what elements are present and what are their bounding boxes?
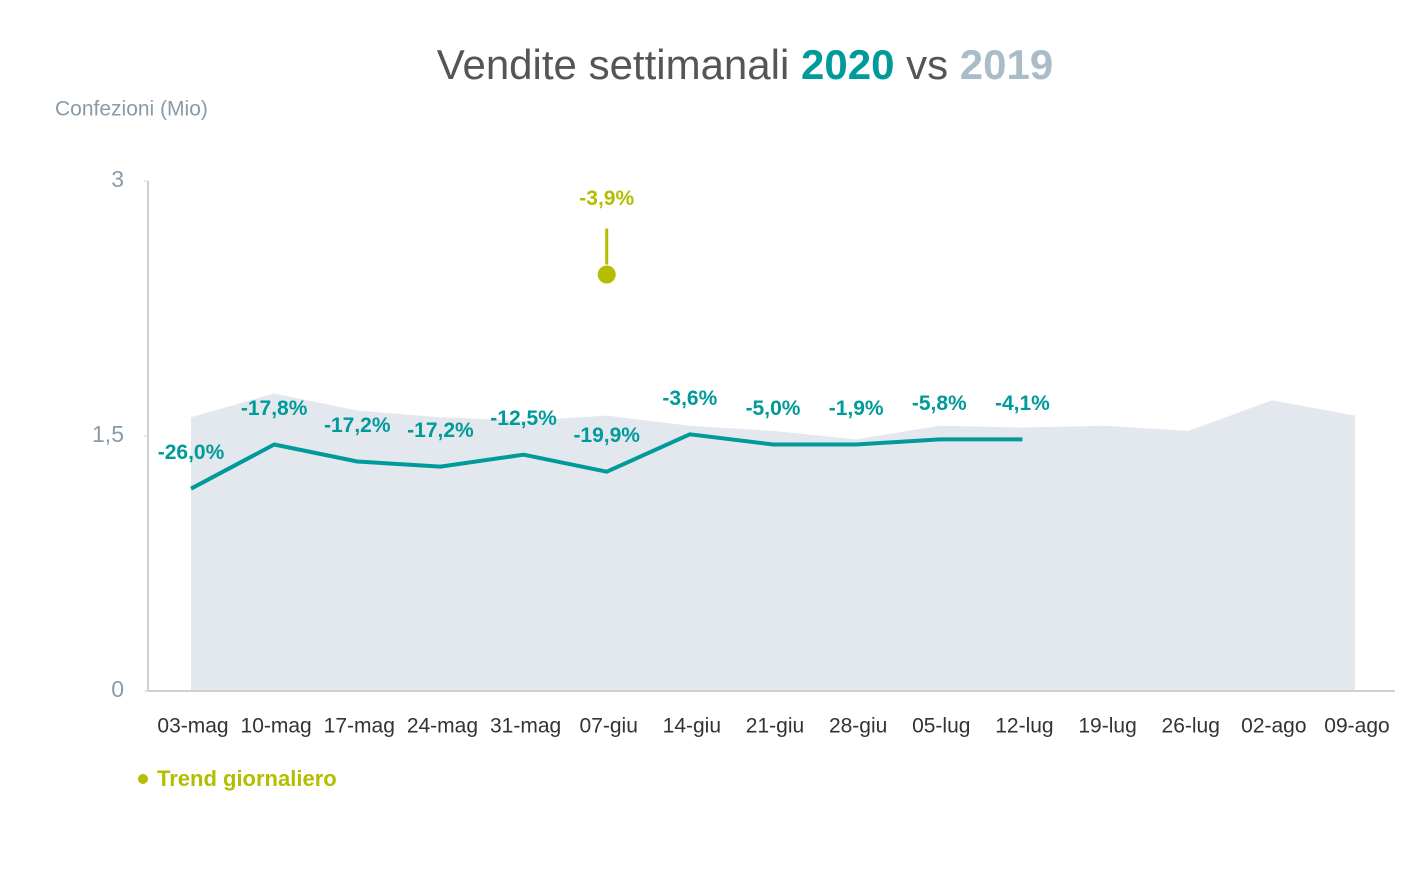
title-series: 2019 — [960, 41, 1053, 88]
x-tick-label: 10-mag — [241, 715, 312, 738]
chart-title: Vendite settimanali 2020 vs 2019 — [437, 41, 1053, 88]
data-label: -19,9% — [573, 424, 640, 447]
line — [190, 432, 1023, 491]
legend-label: Trend giornaliero — [157, 766, 337, 791]
title-text: Vendite settimanali — [437, 41, 790, 88]
x-tick-label: 17-mag — [324, 715, 395, 738]
area — [191, 393, 1355, 691]
y-axis-label: Confezioni (Mio) — [55, 98, 208, 121]
data-label: -12,5% — [490, 407, 557, 430]
legend-marker — [138, 774, 148, 784]
x-tick-label: 12-lug — [995, 715, 1053, 738]
data-label: -1,9% — [829, 397, 884, 420]
x-tick-label: 05-lug — [912, 715, 970, 738]
title-series: 2020 — [801, 41, 894, 88]
x-tick-label: 26-lug — [1162, 715, 1220, 738]
data-label: -3,9% — [579, 187, 634, 210]
x-tick-label: 03-mag — [157, 715, 228, 738]
data-label: -4,1% — [995, 392, 1050, 415]
x-tick-label: 21-giu — [746, 715, 804, 738]
data-label: -17,8% — [241, 397, 308, 420]
data-label: -26,0% — [158, 441, 225, 464]
y-tick-label: 0 — [111, 676, 124, 702]
x-tick-label: 14-giu — [663, 715, 721, 738]
title-text: vs — [906, 41, 948, 88]
data-label: -17,2% — [324, 414, 391, 437]
data-label: -3,6% — [662, 387, 717, 410]
y-tick-label: 3 — [111, 166, 124, 192]
y-tick-label: 1,5 — [92, 421, 124, 447]
x-tick-label: 31-mag — [490, 715, 561, 738]
x-tick-label: 28-giu — [829, 715, 887, 738]
data-label: -17,2% — [407, 419, 474, 442]
x-tick-label: 02-ago — [1241, 715, 1306, 738]
data-label: -5,0% — [746, 397, 801, 420]
x-tick-label: 09-ago — [1324, 715, 1389, 738]
x-tick-label: 24-mag — [407, 715, 478, 738]
x-tick-label: 07-giu — [580, 715, 638, 738]
data-label: -5,8% — [912, 392, 967, 415]
point — [597, 265, 616, 284]
x-tick-label: 19-lug — [1078, 715, 1136, 738]
